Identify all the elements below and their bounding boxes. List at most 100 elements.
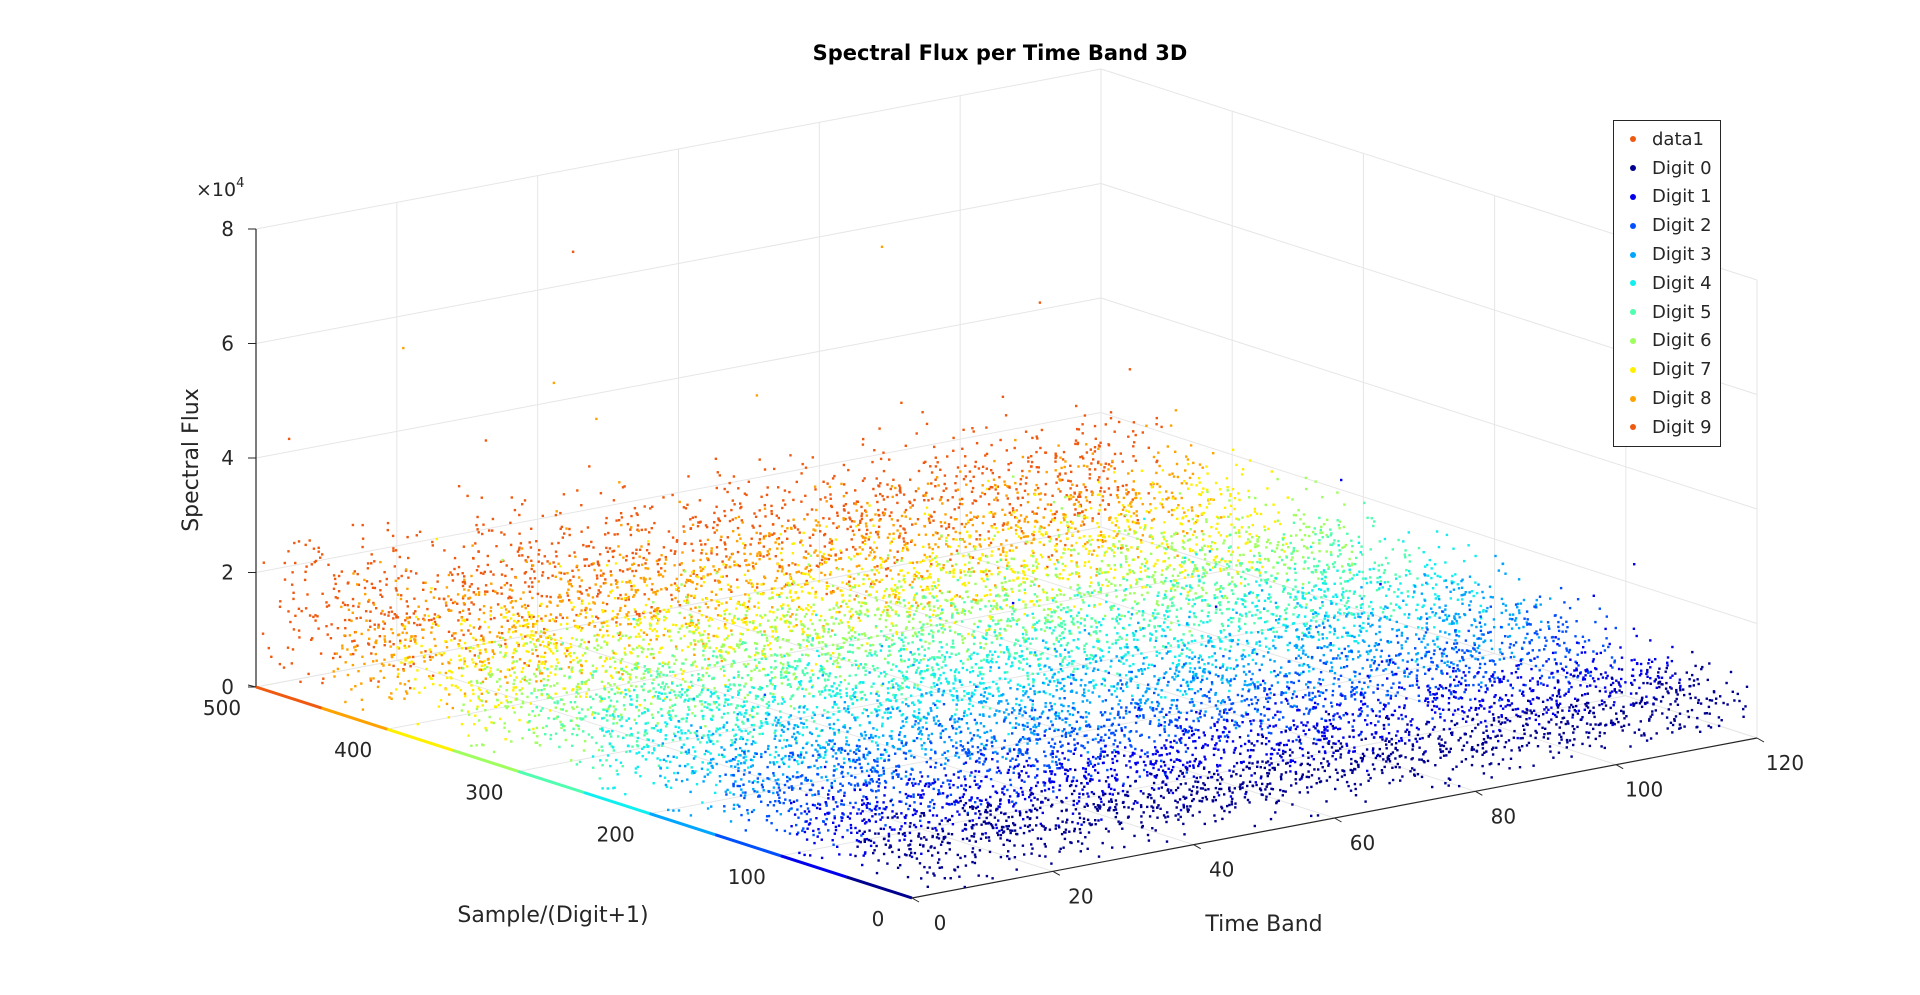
data-point (1005, 449, 1008, 452)
data-point (806, 513, 809, 516)
data-point (1163, 538, 1166, 541)
data-point (365, 619, 368, 622)
data-point (1038, 301, 1042, 304)
data-point (1211, 498, 1214, 501)
data-point (612, 635, 615, 638)
data-point (1225, 596, 1229, 600)
data-point (856, 595, 860, 598)
data-point (968, 534, 971, 537)
data-point (1111, 459, 1114, 463)
data-point (1035, 578, 1038, 581)
data-point (1015, 516, 1018, 520)
data-point (472, 591, 475, 594)
z-tick-label: 2 (221, 561, 234, 585)
data-point (369, 679, 373, 682)
data-point (932, 605, 936, 608)
data-point (1016, 497, 1020, 500)
data-point (1054, 454, 1057, 457)
data-point (385, 577, 388, 581)
data-point (912, 617, 915, 621)
data-point (1029, 584, 1032, 587)
data-point (664, 586, 667, 590)
data-point (1197, 584, 1200, 587)
data-point (988, 588, 992, 592)
data-point (354, 645, 357, 648)
data-point (1058, 577, 1061, 580)
data-point (894, 612, 898, 616)
data-point (1098, 493, 1101, 496)
data-point (769, 642, 772, 645)
data-point (1210, 526, 1213, 529)
data-point (745, 620, 748, 623)
data-point (412, 687, 416, 690)
data-point (360, 698, 364, 701)
data-point (963, 525, 966, 529)
data-point (1074, 439, 1078, 442)
data-point (882, 469, 886, 473)
data-point (887, 604, 890, 608)
data-point (780, 696, 784, 699)
data-point (975, 538, 978, 541)
data-point (776, 562, 779, 566)
grid-line (255, 68, 1102, 230)
data-point (703, 565, 706, 569)
data-point (1011, 507, 1015, 510)
data-point (522, 591, 525, 594)
data-point (764, 534, 767, 538)
data-point (1114, 617, 1118, 621)
data-point (526, 604, 530, 607)
data-point (966, 590, 969, 593)
data-point (1195, 536, 1198, 539)
data-point (1050, 596, 1053, 600)
data-point (468, 585, 472, 588)
data-point (1088, 477, 1091, 480)
data-point (940, 525, 943, 528)
data-point (1078, 575, 1081, 578)
data-point (1133, 592, 1136, 595)
data-point (1245, 568, 1248, 571)
data-point (810, 508, 814, 511)
data-point (1155, 471, 1158, 475)
data-point (491, 649, 494, 652)
data-point (372, 603, 376, 606)
data-point (1236, 572, 1240, 575)
data-point (961, 597, 964, 600)
data-point (570, 585, 574, 588)
data-point (883, 560, 886, 563)
data-point (931, 547, 934, 551)
data-point (620, 597, 623, 601)
data-point (494, 705, 497, 708)
data-point (599, 700, 602, 703)
data-point (799, 620, 803, 623)
data-point (1237, 492, 1240, 495)
data-point (863, 539, 867, 542)
data-point (406, 587, 409, 590)
data-point (1248, 459, 1252, 462)
data-point (1101, 539, 1104, 542)
data-point (1109, 493, 1112, 497)
x-tick-label: 60 (1350, 831, 1375, 855)
data-point (1181, 546, 1184, 549)
data-point (801, 608, 805, 612)
data-point (789, 595, 793, 599)
data-point (1192, 461, 1195, 465)
data-point (990, 443, 993, 447)
data-point (526, 555, 530, 559)
data-point (370, 562, 373, 565)
data-point (853, 502, 856, 505)
data-point (595, 638, 599, 641)
data-point (360, 632, 363, 636)
data-point (521, 687, 524, 690)
data-point (1150, 486, 1154, 489)
data-point (841, 646, 844, 649)
data-point (1098, 509, 1101, 512)
data-point (1258, 551, 1261, 555)
data-point (1178, 571, 1182, 574)
data-point (940, 534, 943, 537)
data-point (1109, 547, 1112, 550)
data-point (532, 727, 535, 731)
data-point (397, 577, 400, 580)
data-point (652, 652, 655, 656)
data-point (1024, 535, 1027, 538)
data-point (858, 552, 862, 555)
